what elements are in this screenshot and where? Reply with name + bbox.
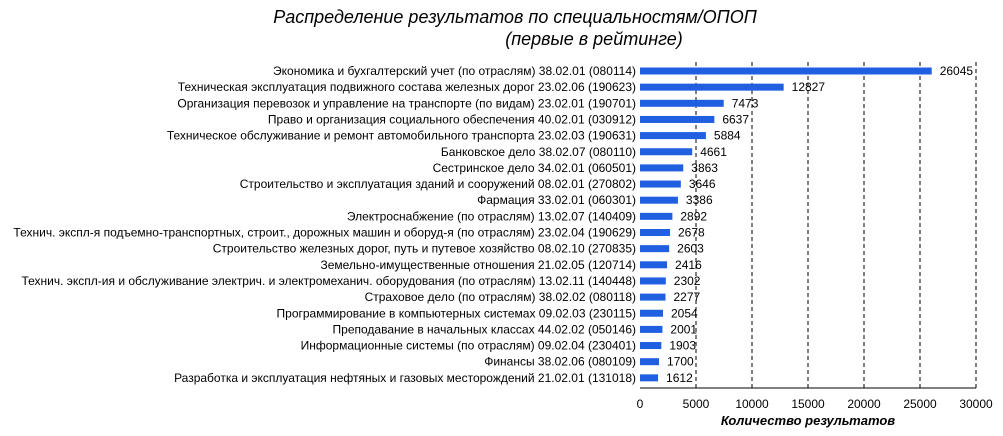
value-label: 2001 <box>670 322 697 336</box>
value-label: 2892 <box>680 209 707 223</box>
value-label: 3386 <box>686 193 713 207</box>
chart-title-line-1: Распределение результатов по специальнос… <box>273 7 757 27</box>
category-label: Экономика и бухгалтерский учет (по отрас… <box>273 64 636 78</box>
value-label: 6637 <box>722 112 749 126</box>
bar <box>640 277 666 285</box>
bar <box>640 180 681 188</box>
bar <box>640 83 784 91</box>
bar <box>640 115 715 123</box>
value-label: 2277 <box>674 290 701 304</box>
bar <box>640 309 664 317</box>
x-tick-label: 10000 <box>735 397 769 411</box>
bar <box>640 261 668 269</box>
category-label: Техническое обслуживание и ремонт автомо… <box>167 129 636 143</box>
bar <box>640 196 678 204</box>
bar <box>640 374 659 382</box>
category-label: Банковское дело 38.02.07 (080110) <box>441 145 636 159</box>
x-tick-labels: 0 5000 10000 15000 20000 25000 30000 <box>637 397 993 411</box>
value-labels: 26045 12827 7473 6637 5884 4661 3863 3646 3386 28… <box>666 64 973 385</box>
category-label: Земельно-имущественные отношения 21.02.0… <box>320 258 636 272</box>
chart-title-line-2: (первые в рейтинге) <box>505 29 683 49</box>
x-tick-label: 25000 <box>903 397 937 411</box>
x-tick-label: 15000 <box>791 397 825 411</box>
category-label: Фармация 33.02.01 (060301) <box>477 193 636 207</box>
category-label: Право и организация социального обеспече… <box>268 112 636 126</box>
category-label: Организация перевозок и управление на тр… <box>177 96 636 110</box>
value-label: 2416 <box>675 258 702 272</box>
x-axis-label: Количество результатов <box>721 413 895 428</box>
value-label: 3863 <box>691 161 718 175</box>
value-label: 2054 <box>671 306 698 320</box>
value-label: 1903 <box>669 339 696 353</box>
value-label: 2603 <box>677 242 704 256</box>
value-label: 7473 <box>732 96 759 110</box>
value-label: 1700 <box>667 355 694 369</box>
x-tick-label: 0 <box>637 397 644 411</box>
value-label: 4661 <box>700 145 727 159</box>
category-label: Технич. экспл-ия и обслуживание электрич… <box>21 274 636 288</box>
bar <box>640 325 663 333</box>
bar <box>640 212 673 220</box>
bars <box>640 67 932 382</box>
value-label: 5884 <box>714 129 741 143</box>
bar <box>640 67 932 75</box>
category-label: Информационные системы (по отраслям) 09.… <box>301 339 636 353</box>
x-tick-label: 30000 <box>959 397 993 411</box>
bar <box>640 229 670 236</box>
category-label: Техническая эксплуатация подвижного сост… <box>178 80 636 94</box>
category-label: Страховое дело (по отраслям) 38.02.02 (0… <box>365 290 636 304</box>
category-label: Финансы 38.02.06 (080109) <box>484 355 636 369</box>
category-label: Электроснабжение (по отраслям) 13.02.07 … <box>347 209 636 223</box>
bar <box>640 132 706 140</box>
category-label: Строительство и эксплуатация зданий и со… <box>240 177 636 191</box>
x-tick-label: 5000 <box>683 397 710 411</box>
category-label: Преподавание в начальных классах 44.02.0… <box>333 322 636 336</box>
category-label: Программирование в компьютерных системах… <box>277 306 636 320</box>
bar <box>640 342 662 350</box>
bar <box>640 99 724 107</box>
value-label: 3646 <box>689 177 716 191</box>
bar <box>640 164 684 172</box>
value-label: 1612 <box>666 371 693 385</box>
x-tick-label: 20000 <box>847 397 881 411</box>
category-label: Сестринское дело 34.02.01 (060501) <box>433 161 636 175</box>
category-labels: Экономика и бухгалтерский учет (по отрас… <box>13 64 636 385</box>
category-label: Разработка и эксплуатация нефтяных и газ… <box>174 371 636 385</box>
bar <box>640 245 670 253</box>
value-label: 2678 <box>678 226 705 240</box>
category-label: Технич. экспл-я подъемно-транспортных, с… <box>13 226 636 240</box>
category-label: Строительство железных дорог, путь и пут… <box>213 242 636 256</box>
bar <box>640 358 660 366</box>
bar <box>640 148 693 156</box>
gridlines <box>695 62 977 388</box>
bar <box>640 293 666 301</box>
value-label: 12827 <box>792 80 826 94</box>
value-label: 26045 <box>940 64 974 78</box>
value-label: 2302 <box>674 274 701 288</box>
